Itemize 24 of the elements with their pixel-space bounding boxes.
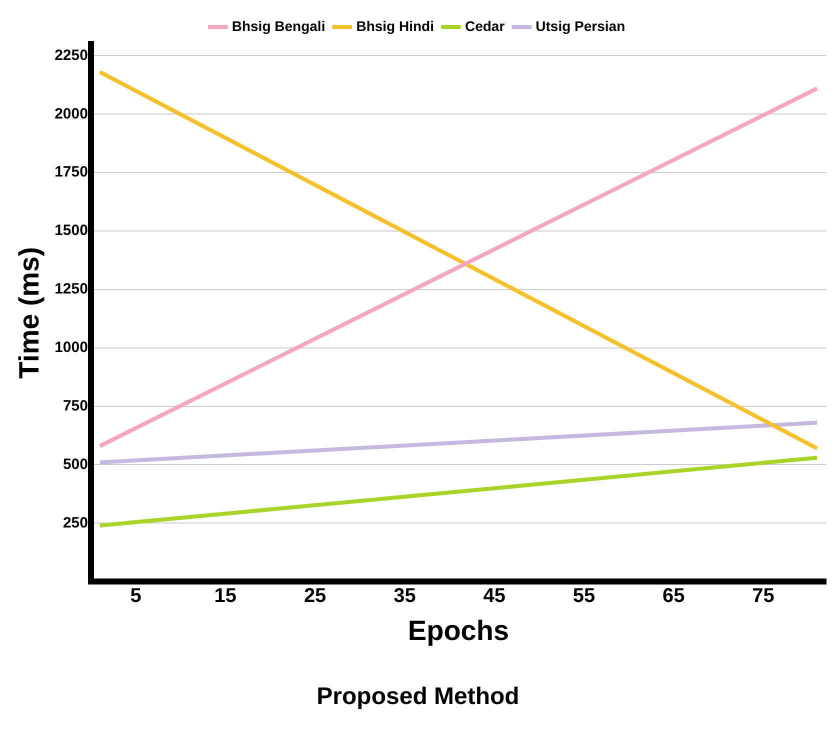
y-tick-label: 250 bbox=[62, 514, 88, 532]
y-axis-title: Time (ms) bbox=[14, 246, 45, 379]
x-tick-label: 75 bbox=[752, 585, 774, 608]
y-tick-label: 2250 bbox=[54, 46, 88, 64]
x-tick-label: 35 bbox=[394, 585, 416, 608]
y-tick-label: 500 bbox=[62, 456, 88, 473]
legend-label: Bhsig Hindi bbox=[356, 18, 434, 34]
y-tick-label: 1000 bbox=[54, 339, 88, 356]
y-tick-label: 1250 bbox=[54, 280, 88, 298]
y-tick-label: 1750 bbox=[54, 164, 88, 181]
x-tick-label: 15 bbox=[214, 585, 237, 608]
x-tick-label: 5 bbox=[130, 585, 142, 608]
legend-label: Cedar bbox=[464, 18, 506, 34]
x-tick-label: 65 bbox=[662, 585, 685, 608]
y-tick-label: 1500 bbox=[54, 222, 88, 240]
legend-label: Bhsig Bengali bbox=[232, 18, 326, 34]
x-tick-label: 55 bbox=[572, 585, 596, 608]
x-tick-label: 45 bbox=[483, 585, 506, 608]
x-axis-title: Epochs bbox=[408, 615, 510, 646]
text: Proposed Method bbox=[316, 683, 520, 710]
y-tick-label: 750 bbox=[62, 397, 88, 414]
legend-label: Utsig Persian bbox=[536, 18, 626, 34]
y-tick-label: 2000 bbox=[54, 105, 88, 122]
x-tick-label: 25 bbox=[304, 585, 326, 608]
